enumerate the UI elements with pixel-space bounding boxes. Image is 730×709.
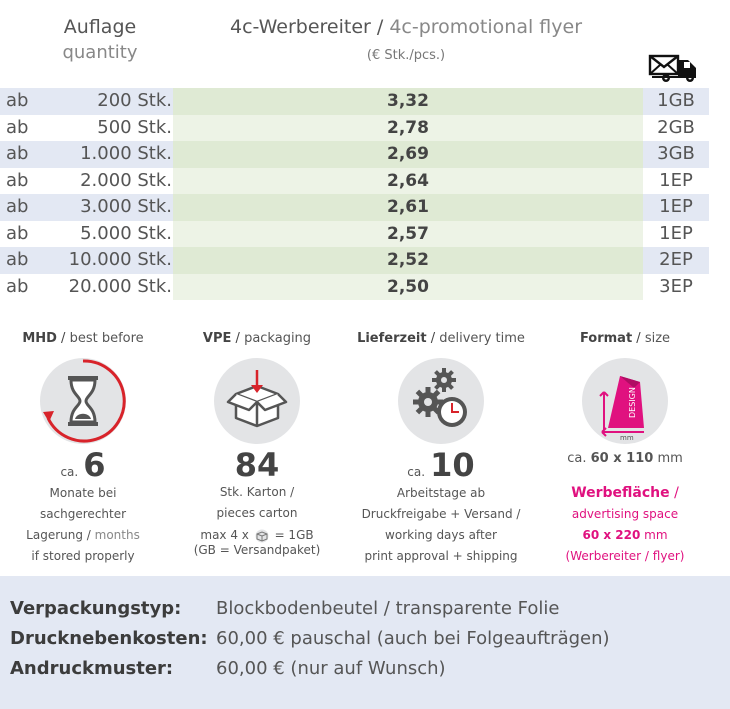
row-quantity: 500 Stk.: [97, 116, 172, 138]
product-title-separator: /: [370, 16, 390, 38]
quantity-header-de: Auflage: [63, 16, 137, 38]
mhd-line3: Lagerung / months: [26, 528, 140, 542]
table-row: ab 500 Stk. 2,78 2GB: [0, 114, 710, 141]
row-ab: ab: [6, 249, 29, 270]
price-table: ab 200 Stk. 3,32 1GB ab 500 Stk. 2,78 2G…: [0, 88, 710, 300]
row-ab: ab: [6, 169, 29, 191]
row-price: 2,69: [173, 141, 643, 168]
price-unit: (€ Stk./pcs.): [366, 48, 446, 63]
row-shipping: 2EP: [643, 247, 709, 274]
row-quantity: 5.000 Stk.: [80, 222, 172, 244]
table-row: ab 10.000 Stk. 2,52 2EP: [0, 247, 710, 274]
delivery-line2: Druckfreigabe + Versand /: [361, 507, 521, 521]
format-line3: 60 x 220 mm: [582, 528, 668, 542]
row-ab: ab: [6, 143, 29, 164]
row-quantity: 200 Stk.: [97, 90, 172, 111]
table-row: ab 20.000 Stk. 2,50 3EP: [0, 273, 710, 300]
row-shipping: 1EP: [643, 167, 709, 194]
row-price: 3,32: [173, 88, 643, 115]
table-row: ab 200 Stk. 3,32 1GB: [0, 88, 710, 115]
vpe-line2: pieces carton: [216, 506, 298, 520]
detail-value: 60,00 € (nur auf Wunsch): [216, 658, 446, 679]
flyer-unit-text: mm: [620, 434, 634, 442]
mhd-prefix: ca.: [60, 465, 79, 479]
box-icon: [214, 358, 300, 444]
vpe-line3: max 4 x = 1GB: [200, 528, 314, 542]
row-price: 2,52: [173, 247, 643, 274]
row-price: 2,50: [173, 273, 643, 300]
vpe-line1: Stk. Karton /: [219, 485, 295, 499]
row-ab: ab: [6, 275, 29, 297]
flyer-format-icon: DESIGN mm: [582, 358, 668, 444]
mhd-value: 6: [83, 446, 106, 484]
row-ab: ab: [6, 222, 29, 244]
quantity-header: Auflage quantity: [50, 14, 150, 66]
table-row: ab 1.000 Stk. 2,69 3GB: [0, 141, 710, 168]
hourglass-icon: [40, 358, 126, 444]
vpe-info: VPE / packaging 84 Stk. Karton / pieces …: [172, 330, 342, 557]
table-row: ab 2.000 Stk. 2,64 1EP: [0, 167, 710, 194]
row-quantity: 20.000 Stk.: [68, 275, 172, 297]
format-line2: advertising space: [571, 507, 679, 521]
flyer-design-text: DESIGN: [628, 387, 637, 418]
detail-label: Drucknebenkosten:: [10, 628, 208, 649]
row-quantity: 3.000 Stk.: [80, 196, 172, 217]
gears-clock-icon: [398, 358, 484, 444]
row-ab: ab: [6, 90, 29, 111]
delivery-title: Lieferzeit / delivery time: [357, 331, 525, 346]
row-ab: ab: [6, 196, 29, 217]
table-row: ab 3.000 Stk. 2,61 1EP: [0, 194, 710, 221]
quantity-header-en: quantity: [62, 42, 138, 63]
detail-value: 60,00 € pauschal (auch bei Folgeaufträge…: [216, 628, 610, 649]
detail-value: Blockbodenbeutel / transparente Folie: [216, 598, 560, 619]
row-quantity: 2.000 Stk.: [80, 169, 172, 191]
table-row: ab 5.000 Stk. 2,57 1EP: [0, 220, 710, 247]
format-line1: Werbefläche /: [571, 485, 679, 501]
format-size: ca. 60 x 110 mm: [567, 451, 683, 466]
mhd-title: MHD / best before: [22, 331, 144, 346]
row-price: 2,78: [173, 114, 643, 141]
vpe-line4: (GB = Versandpaket): [193, 542, 321, 557]
row-shipping: 1EP: [643, 194, 709, 221]
delivery-value: 10: [430, 446, 475, 484]
mhd-line2: sachgerechter: [39, 507, 127, 521]
row-price: 2,57: [173, 220, 643, 247]
product-title-de: 4c-Werbereiter: [229, 16, 371, 38]
row-quantity: 1.000 Stk.: [80, 143, 172, 164]
mhd-info: MHD / best before ca. 6 Monate bei sachg…: [0, 330, 168, 567]
row-price: 2,61: [173, 194, 643, 221]
row-shipping: 1GB: [643, 88, 709, 115]
delivery-line4: print approval + shipping: [364, 549, 518, 563]
product-title-en: 4c-promotional flyer: [389, 16, 582, 38]
delivery-prefix: ca.: [407, 465, 426, 479]
row-shipping: 3GB: [643, 141, 709, 168]
product-title: 4c-Werbereiter / 4c-promotional flyer: [176, 14, 636, 40]
format-info: Format / size DESIGN mm ca. 60 x 110 mm …: [540, 330, 710, 567]
format-line4: (Werbereiter / flyer): [565, 549, 685, 563]
vpe-title: VPE / packaging: [202, 331, 312, 346]
vpe-value: 84: [234, 446, 280, 484]
row-price: 2,64: [173, 167, 643, 194]
delivery-line1: Arbeitstage ab: [396, 486, 486, 500]
delivery-line3: working days after: [385, 528, 497, 542]
row-shipping: 1EP: [643, 220, 709, 247]
mhd-line1: Monate bei: [49, 486, 117, 500]
package-icon: [255, 529, 269, 542]
delivery-info: Lieferzeit / delivery time: [356, 330, 526, 567]
detail-label: Verpackungstyp:: [10, 598, 182, 619]
details-panel: Verpackungstyp: Blockbodenbeutel / trans…: [0, 576, 730, 709]
mhd-line4: if stored properly: [31, 549, 135, 563]
detail-label: Andruckmuster:: [10, 658, 174, 679]
envelope-truck-icon: [648, 54, 696, 82]
row-shipping: 3EP: [643, 273, 709, 300]
format-title: Format / size: [579, 331, 671, 346]
row-shipping: 2GB: [643, 114, 709, 141]
row-quantity: 10.000 Stk.: [68, 249, 172, 270]
row-ab: ab: [6, 116, 29, 138]
